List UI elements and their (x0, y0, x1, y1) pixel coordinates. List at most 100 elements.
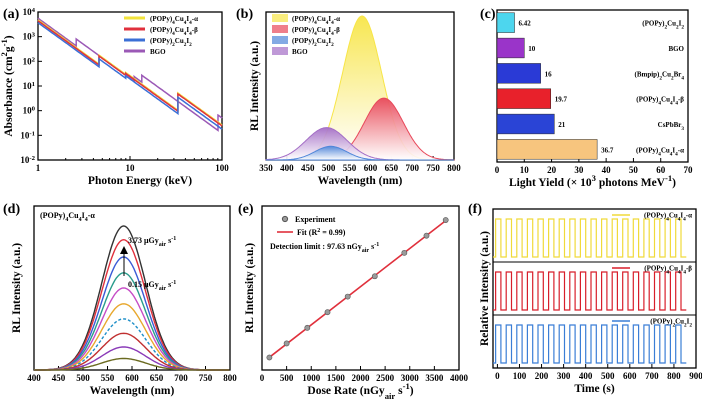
y-tick-label: 100 (23, 105, 36, 116)
legend-label: (POPy)4Cu4I4-β (292, 26, 340, 37)
y-tick-label: 10-2 (20, 155, 35, 166)
bar-value-label: 36.7 (601, 146, 614, 154)
rl-curve (34, 318, 230, 371)
x-axis-label: Wavelength (nm) (318, 175, 403, 187)
x-tick-label: 10 (126, 163, 136, 173)
panel-c: 0 10 20 30 40 50 60 70 6.42 (POPy)2Cu2I2 10 BGO 16 (B… (480, 7, 693, 189)
x-tick-label: 400 (280, 163, 294, 173)
panel-label: (f) (468, 202, 482, 217)
legend-label: (POPy)4Cu4I4-β (150, 26, 198, 37)
y-tick-label: 102 (23, 56, 36, 67)
category-label: (POPy)2Cu2I2 (642, 20, 684, 31)
legend-label: (POPy)4Cu4I4-α (292, 15, 340, 26)
panel-label: (b) (236, 7, 253, 22)
x-tick-label: 30 (574, 165, 584, 175)
x-tick-label: 100 (513, 371, 527, 381)
legend-label: BGO (292, 48, 308, 56)
y-axis-label: RL Intensity (a.u.) (244, 243, 256, 333)
rl-area (266, 145, 454, 161)
absorbance-line (37, 20, 223, 127)
data-point (283, 340, 290, 347)
x-tick-label: 100 (215, 163, 229, 173)
x-tick-label: 800 (223, 373, 237, 383)
x-tick-label: 800 (447, 163, 461, 173)
x-tick-label: 550 (101, 373, 115, 383)
x-tick-label: 60 (656, 165, 666, 175)
legend-swatch (272, 25, 288, 33)
legend-label: (POPy)4Cu4I4-α (644, 212, 692, 223)
x-tick-label: 700 (405, 163, 419, 173)
y-axis-label: RL Intensity (a.u.) (249, 41, 261, 131)
bar-value-label: 6.42 (519, 20, 532, 28)
chart-title: (POPy)4Cu4I4-α (40, 211, 95, 223)
panel-d: 400 450 500 550 600 650 700 750 800 (POPy)4Cu4I4-… (3, 202, 237, 397)
panel-label: (c) (480, 7, 496, 22)
x-tick-label: 1000 (302, 373, 321, 383)
bar-value-label: 21 (558, 121, 566, 129)
legend-label: (POPy)2Cu2I2 (292, 37, 334, 48)
bar (496, 63, 541, 84)
panel-label: (a) (3, 7, 20, 22)
x-axis-label: Wavelength (nm) (90, 385, 175, 397)
y-tick-label: 103 (23, 31, 36, 42)
legend-swatch (272, 47, 288, 55)
x-tick-label: 700 (174, 373, 188, 383)
rl-curve (34, 332, 230, 371)
x-tick-label: 0 (260, 373, 265, 383)
x-tick-label: 750 (426, 163, 440, 173)
x-axis-label: Photon Energy (keV) (88, 175, 192, 187)
x-tick-label: 750 (199, 373, 213, 383)
legend-label: (POPy)4Cu4I4-β (644, 265, 692, 276)
x-tick-label: 1 (36, 163, 41, 173)
x-tick-label: 450 (52, 373, 66, 383)
x-axis-label: Light Yield (× 103 photons MeV-1) (509, 173, 676, 189)
category-label: CsPbBr3 (658, 121, 685, 132)
legend-label: (POPy)2Cu2I2 (150, 37, 192, 48)
plot-frame (261, 205, 460, 371)
x-tick-label: 0 (495, 371, 500, 381)
panel-label: (d) (3, 202, 20, 217)
y-axis-label: RL Intensity (a.u.) (11, 243, 23, 333)
category-label: BGO (668, 45, 684, 53)
bar-value-label: 10 (528, 45, 536, 53)
x-tick-label: 40 (602, 165, 612, 175)
bar (496, 139, 598, 160)
x-tick-label: 900 (689, 371, 702, 381)
bar (496, 88, 552, 109)
x-tick-label: 500 (601, 371, 615, 381)
x-tick-label: 0 (495, 165, 500, 175)
bar (496, 12, 515, 33)
panel-e: 0 500 1000 1500 2000 2500 3000 3500 4000 Experime… (238, 202, 469, 401)
x-tick-label: 600 (623, 371, 637, 381)
x-tick-label: 350 (259, 163, 273, 173)
x-tick-label: 600 (364, 163, 378, 173)
x-tick-label: 20 (547, 165, 557, 175)
x-tick-label: 450 (301, 163, 315, 173)
category-label: (POPy)4Cu4I4-β (636, 96, 684, 107)
x-tick-label: 700 (645, 371, 659, 381)
rl-curve (34, 357, 230, 371)
arrow-head (120, 246, 128, 254)
rl-curve (34, 287, 230, 371)
x-tick-label: 3500 (425, 373, 444, 383)
y-axis-label: Relative Intensity (a.u.) (479, 231, 491, 346)
legend-swatch (272, 14, 288, 22)
bar (496, 113, 555, 135)
x-tick-label: 800 (667, 371, 681, 381)
x-tick-label: 10 (520, 165, 530, 175)
fit-line (267, 218, 448, 360)
x-tick-label: 50 (629, 165, 639, 175)
annotation-high: 3.73 μGyair s-1 (128, 236, 176, 248)
y-tick-label: 104 (23, 7, 36, 18)
panel-label: (e) (238, 202, 254, 217)
data-point (371, 273, 378, 280)
plot-frame (496, 9, 689, 163)
y-tick-label: 101 (23, 81, 36, 92)
plot-frame (492, 208, 697, 369)
square-wave (493, 324, 687, 364)
legend-label: BGO (150, 48, 166, 56)
x-tick-label: 200 (535, 371, 549, 381)
x-tick-label: 2500 (376, 373, 395, 383)
absorbance-line (37, 22, 223, 130)
x-tick-label: 500 (76, 373, 90, 383)
